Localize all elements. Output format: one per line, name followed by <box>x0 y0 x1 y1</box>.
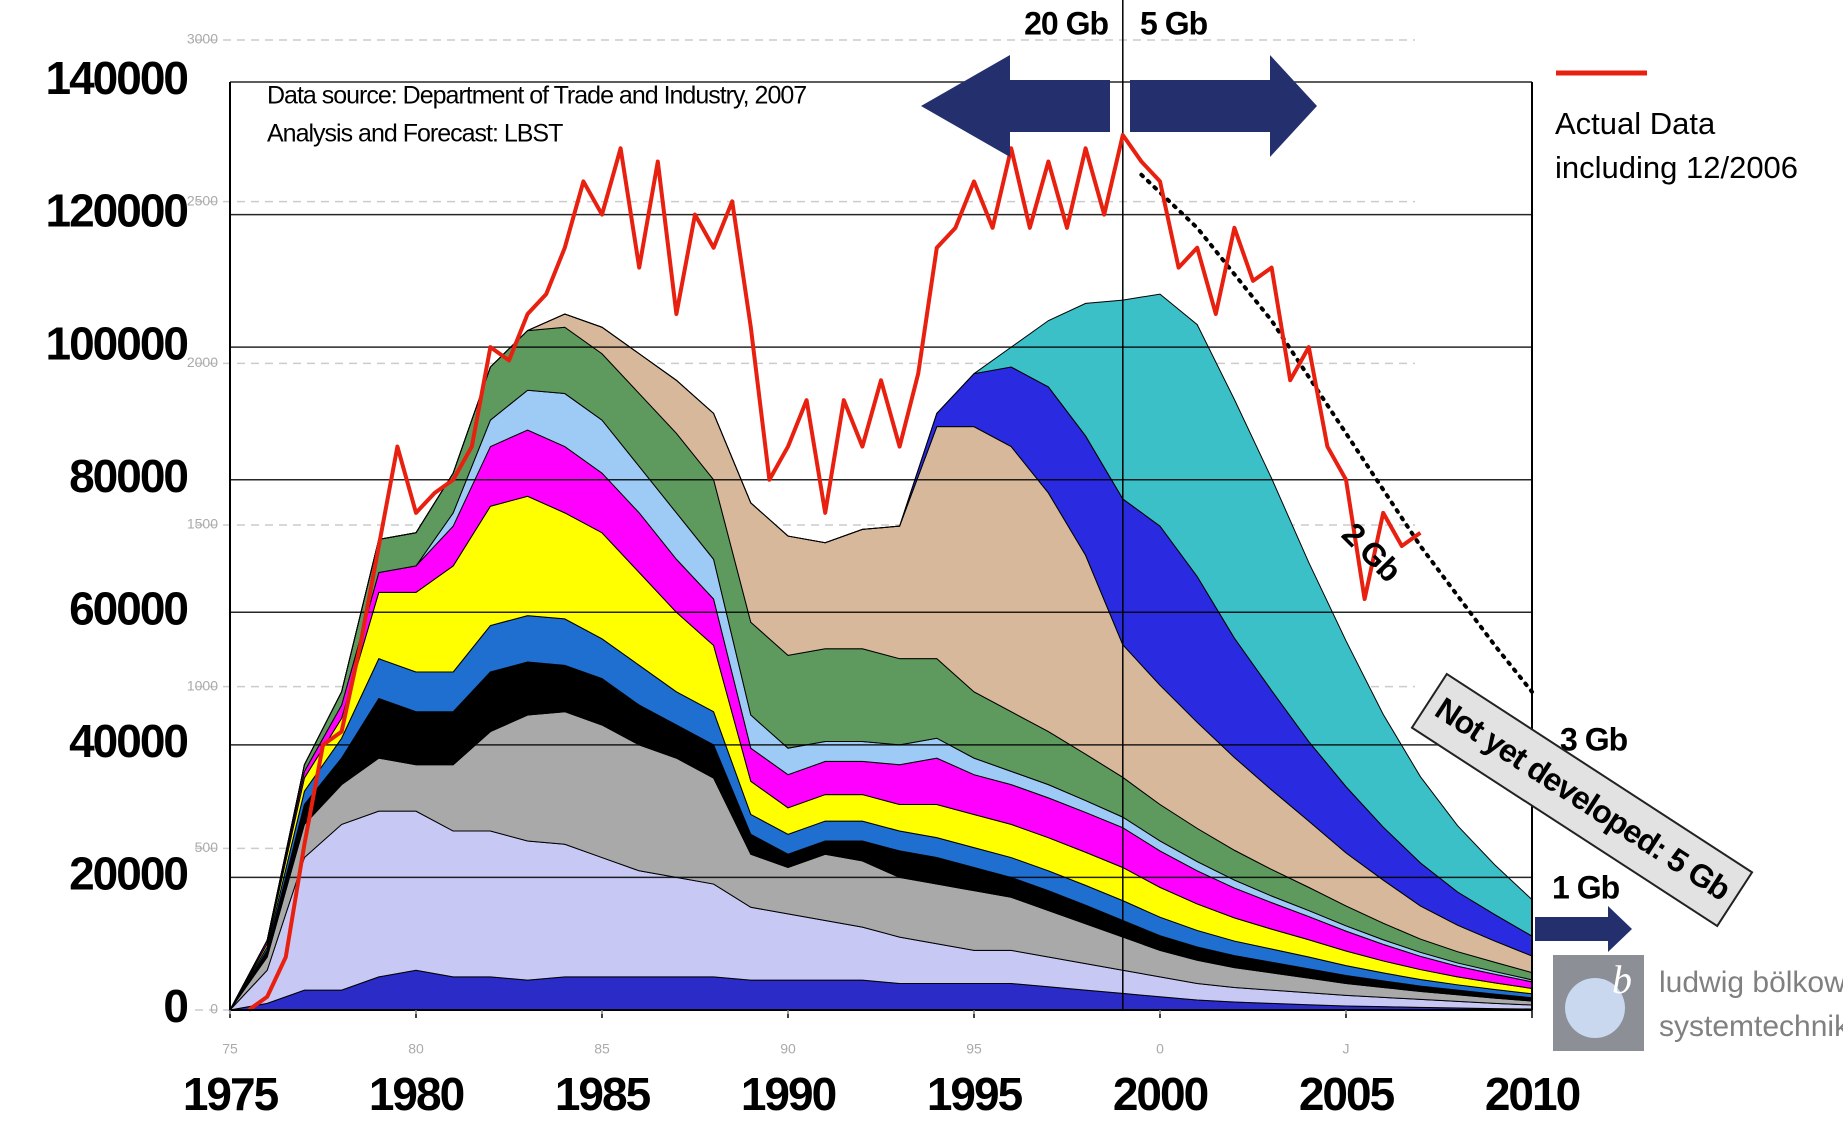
legend-label: including 12/2006 <box>1555 150 1798 185</box>
x2-tick-label: 85 <box>594 1041 610 1057</box>
x-tick-label: 1975 <box>183 1068 279 1120</box>
y-tick-label: 60000 <box>69 582 187 634</box>
x-tick-label: 2010 <box>1485 1068 1580 1120</box>
legend-label: Actual Data <box>1555 106 1716 141</box>
logo-text: systemtechnik <box>1659 1010 1843 1043</box>
y-tick-label: 20000 <box>69 848 187 900</box>
source-note: Data source: Department of Trade and Ind… <box>267 82 806 110</box>
x-tick-label: 1995 <box>927 1068 1023 1120</box>
y-tick-label: 120000 <box>46 185 188 237</box>
arrow-label: 5 Gb <box>1140 5 1208 41</box>
y-tick-label: 40000 <box>69 715 187 767</box>
x-tick-label: 1980 <box>369 1068 464 1120</box>
one-arrow <box>1535 906 1632 952</box>
x-tick-label: 1990 <box>741 1068 836 1120</box>
annotation: 3 Gb <box>1560 721 1628 757</box>
x2-tick-label: 90 <box>780 1041 796 1057</box>
x2-tick-label: J <box>1343 1041 1350 1057</box>
x2-tick-label: 80 <box>408 1041 424 1057</box>
x-tick-label: 1985 <box>555 1068 651 1120</box>
annotation: 1 Gb <box>1552 869 1620 905</box>
analysis-note: Analysis and Forecast: LBST <box>267 120 563 148</box>
logo-mark: b <box>1612 957 1632 1002</box>
y2-tick-label: 500 <box>195 839 219 855</box>
y2-tick-label: 1000 <box>187 677 218 693</box>
actual-line <box>247 133 1422 1012</box>
plot-area: 0500100015002000250030000200004000060000… <box>46 0 1582 1120</box>
x2-tick-label: 0 <box>1156 1041 1164 1057</box>
y-tick-label: 100000 <box>46 317 188 369</box>
y2-tick-label: 2000 <box>187 354 218 370</box>
logo-globe <box>1565 978 1625 1038</box>
left-arrow <box>921 55 1110 157</box>
y2-tick-label: 2500 <box>187 192 218 208</box>
y2-tick-label: 3000 <box>187 31 218 47</box>
forecast-label: 2 Gb <box>1335 515 1408 588</box>
y2-tick-label: 1500 <box>187 516 218 532</box>
logo-text: ludwig bölkow <box>1659 966 1843 999</box>
y-tick-label: 80000 <box>69 450 187 502</box>
right-arrow <box>1130 55 1317 157</box>
x-tick-label: 2000 <box>1113 1068 1208 1120</box>
arrow-label: 20 Gb <box>1024 5 1108 41</box>
box <box>1410 672 1754 928</box>
y-tick-label: 0 <box>163 980 187 1032</box>
x2-tick-label: 95 <box>966 1041 982 1057</box>
x2-tick-label: 75 <box>222 1041 238 1057</box>
y-tick-label: 140000 <box>46 52 188 104</box>
x-tick-label: 2005 <box>1299 1068 1395 1120</box>
y2-tick-label: 0 <box>210 1001 218 1017</box>
